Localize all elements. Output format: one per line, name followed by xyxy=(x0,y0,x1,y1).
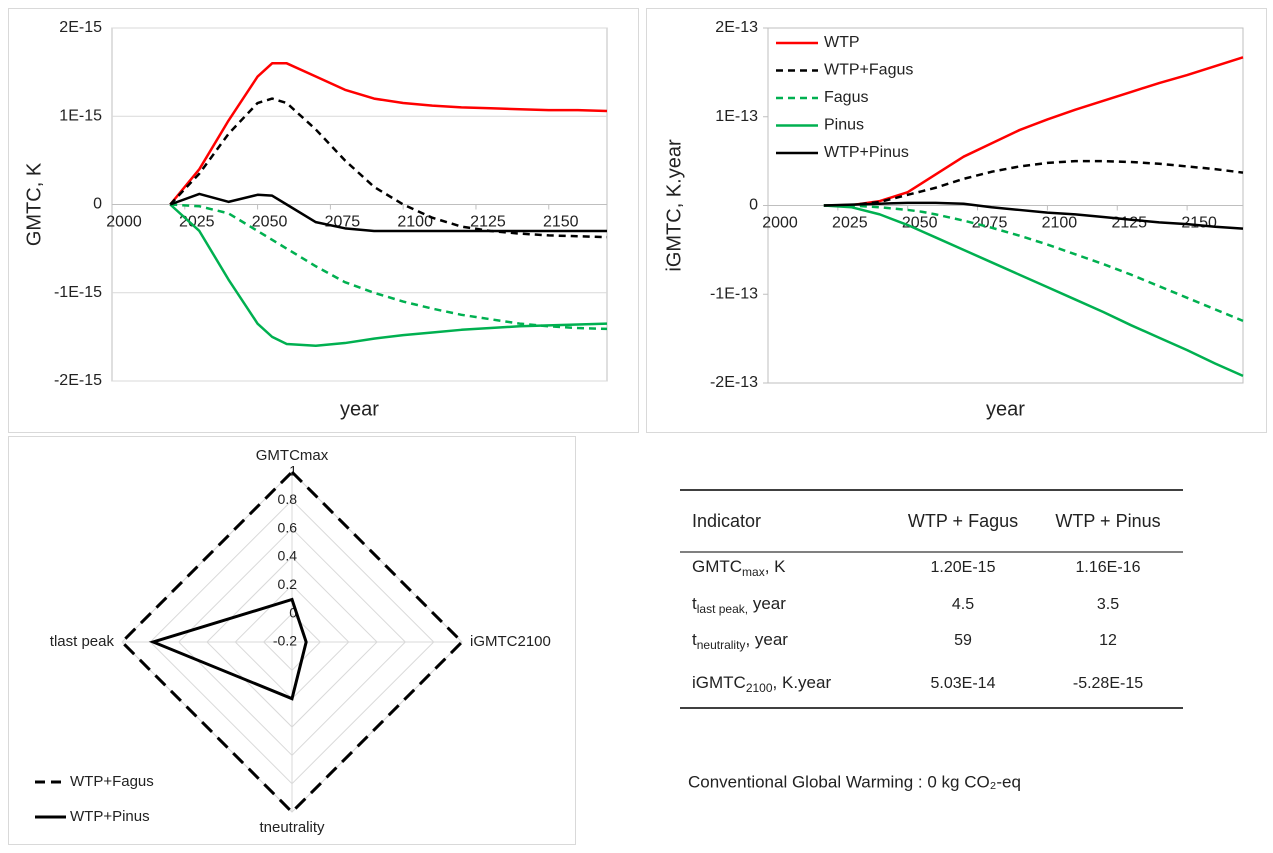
x-tick-label: 2150 xyxy=(1181,215,1217,232)
table-header: WTP + Pinus xyxy=(1055,511,1160,531)
y-tick-label: -2E-15 xyxy=(54,372,102,389)
axis-label: tneutrality xyxy=(259,819,325,836)
r-tick-label: 0.8 xyxy=(278,491,298,507)
y-tick-label: 0 xyxy=(749,197,758,214)
row-label: tneutrality, year xyxy=(692,630,788,652)
radar-series xyxy=(119,469,465,815)
series-line xyxy=(823,204,1244,323)
x-tick-label: 2000 xyxy=(106,214,142,231)
table-cell: 12 xyxy=(1099,632,1117,649)
table-cell: 59 xyxy=(954,632,972,649)
y-tick-label: 2E-15 xyxy=(59,19,102,36)
x-tick-label: 2125 xyxy=(470,214,506,231)
label-base: t xyxy=(692,594,697,613)
label-suffix: , K.year xyxy=(773,673,832,692)
label-base: t xyxy=(692,630,697,649)
axis-label: tlast peak xyxy=(50,633,115,650)
r-tick-label: 0.2 xyxy=(278,576,298,592)
radar-series xyxy=(148,597,308,701)
note: Conventional Global Warming : 0 kg CO₂-e… xyxy=(688,772,1021,791)
row-label: tlast peak, year xyxy=(692,594,786,616)
chart-frame xyxy=(8,436,576,845)
r-tick-label: 0 xyxy=(289,604,297,620)
x-axis-title: year xyxy=(340,398,379,420)
row-label: GMTCmax, K xyxy=(692,557,786,579)
legend-label: WTP+Fagus xyxy=(824,62,913,79)
r-tick-label: -0.2 xyxy=(273,633,297,649)
series-line xyxy=(823,159,1244,207)
label-sub: last peak, xyxy=(697,602,748,616)
series-line xyxy=(823,204,1244,378)
y-tick-label: 1E-15 xyxy=(59,107,102,124)
table-cell: 5.03E-14 xyxy=(931,675,996,692)
legend-label: Pinus xyxy=(824,117,864,134)
series-line xyxy=(823,56,1244,207)
axis-label: iGMTC2100 xyxy=(470,633,551,650)
chart-frame xyxy=(8,8,639,433)
label-suffix: year xyxy=(748,594,786,613)
label-sub: 2100 xyxy=(746,681,773,695)
table-cell: 1.20E-15 xyxy=(931,559,996,576)
y-tick-label: -1E-15 xyxy=(54,284,102,301)
x-tick-label: 2025 xyxy=(179,214,215,231)
y-tick-label: -1E-13 xyxy=(710,285,758,302)
table-cell: 4.5 xyxy=(952,596,974,613)
y-tick-label: -2E-13 xyxy=(710,374,758,391)
y-tick-label: 2E-13 xyxy=(715,19,758,36)
chart-frame xyxy=(646,8,1267,433)
series-line xyxy=(170,203,608,331)
legend-label: WTP+Pinus xyxy=(824,144,909,161)
legend-label: WTP+Fagus xyxy=(70,773,154,790)
r-tick-label: 0.4 xyxy=(278,548,298,564)
series-line xyxy=(169,203,608,347)
row-label: iGMTC2100, K.year xyxy=(692,673,831,695)
legend-label: WTP xyxy=(824,34,860,51)
y-tick-label: 0 xyxy=(93,196,102,213)
series-line xyxy=(169,192,607,233)
label-base: GMTC xyxy=(692,557,742,576)
series-line xyxy=(169,97,608,239)
r-tick-label: 0.6 xyxy=(278,519,298,535)
table-cell: 1.16E-16 xyxy=(1076,559,1141,576)
axis-label: GMTCmax xyxy=(256,447,329,464)
x-tick-label: 2100 xyxy=(397,214,433,231)
table-cell: -5.28E-15 xyxy=(1073,675,1143,692)
r-tick-label: 1 xyxy=(289,463,297,479)
x-tick-label: 2100 xyxy=(1042,215,1078,232)
label-suffix: , K xyxy=(765,557,786,576)
series-line xyxy=(823,201,1244,230)
x-tick-label: 2050 xyxy=(252,214,288,231)
label-suffix: , year xyxy=(745,630,788,649)
y-axis-title: iGMTC, K.year xyxy=(663,139,685,272)
table-cell: 3.5 xyxy=(1097,596,1119,613)
table-header: Indicator xyxy=(692,511,761,531)
label-sub: neutrality xyxy=(697,638,746,652)
y-axis-title: GMTC, K xyxy=(23,162,45,246)
legend-label: Fagus xyxy=(824,89,868,106)
label-sub: max xyxy=(742,565,765,579)
y-tick-label: 1E-13 xyxy=(715,108,758,125)
x-tick-label: 2075 xyxy=(972,215,1008,232)
x-tick-label: 2025 xyxy=(832,215,868,232)
table-header: WTP + Fagus xyxy=(908,511,1018,531)
legend-label: WTP+Pinus xyxy=(70,808,150,825)
label-base: iGMTC xyxy=(692,673,746,692)
x-axis-title: year xyxy=(986,398,1025,420)
x-tick-label: 2150 xyxy=(543,214,579,231)
series-line xyxy=(169,62,608,206)
x-tick-label: 2000 xyxy=(762,215,798,232)
